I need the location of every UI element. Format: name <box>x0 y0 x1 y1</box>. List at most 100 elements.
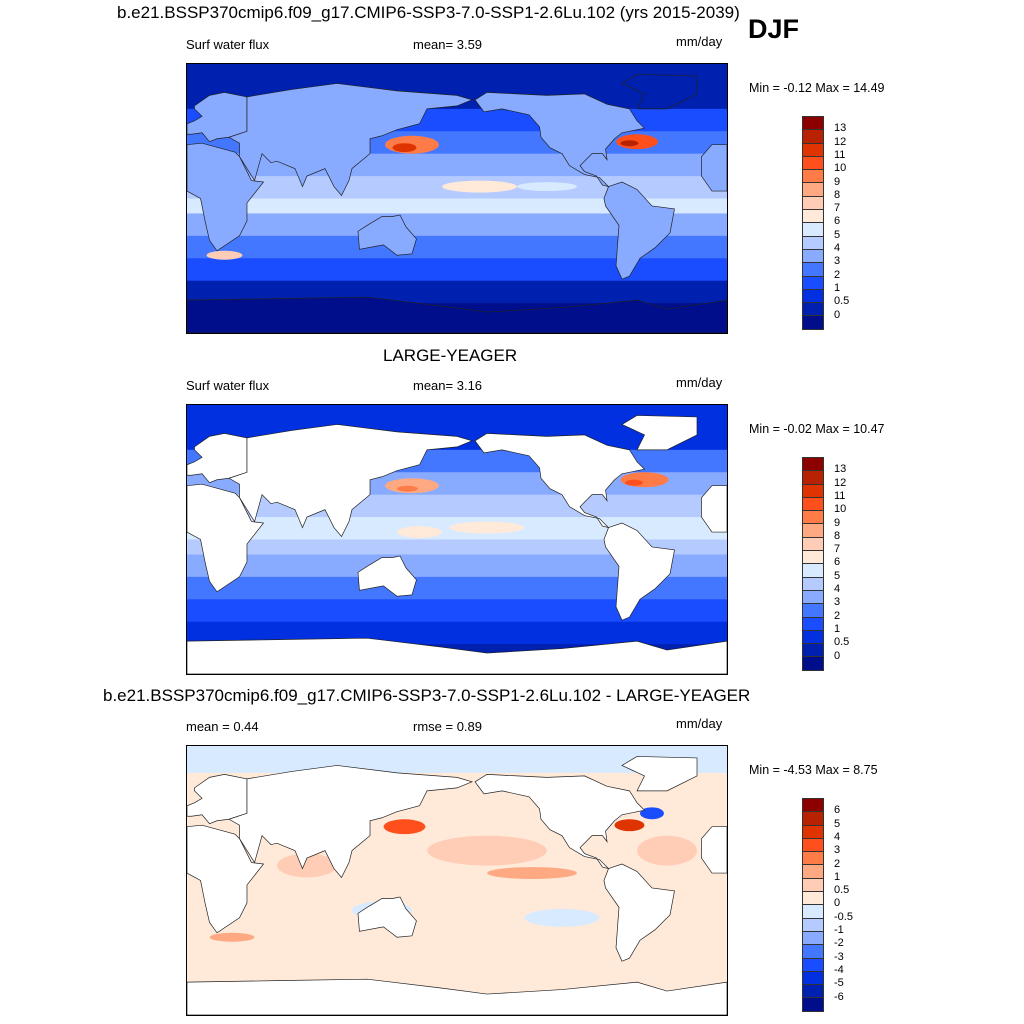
colorbar-label: -5 <box>834 977 844 990</box>
colorbar-box <box>802 864 824 878</box>
map-panel-2 <box>186 404 728 675</box>
contour-patch <box>620 472 669 488</box>
colorbar-label: 6 <box>834 804 841 817</box>
colorbar-box <box>802 496 824 511</box>
colorbar-box <box>802 824 824 838</box>
colorbar-box <box>802 643 824 657</box>
colorbar-box <box>802 904 824 918</box>
colorbar-box <box>802 589 824 604</box>
colorbar-box <box>802 944 824 958</box>
contour-patch <box>637 835 697 866</box>
variable-label: Surf water flux <box>186 37 270 52</box>
colorbar-label: 4 <box>834 830 841 843</box>
colorbar-label: 5 <box>834 228 841 241</box>
contour-patch <box>277 199 337 212</box>
colorbar-box <box>802 811 824 825</box>
colorbar-label: 10 <box>834 162 847 175</box>
units-label: mm/day <box>676 716 723 731</box>
season-label: DJF <box>748 14 800 44</box>
map-plot <box>186 746 728 1016</box>
colorbar-box <box>802 155 824 170</box>
contour-patch <box>277 853 337 878</box>
colorbar-label: 2 <box>834 609 841 622</box>
colorbar-label: -2 <box>834 937 844 950</box>
colorbar-box <box>802 616 824 630</box>
land-europe <box>186 92 248 143</box>
colorbar-label: 0 <box>834 649 841 662</box>
colorbar-box <box>802 851 824 865</box>
colorbar-box <box>802 917 824 931</box>
colorbar-box <box>802 182 824 196</box>
land-asia <box>228 83 474 197</box>
colorbar-box <box>802 550 824 564</box>
map-panel-3 <box>186 745 728 1016</box>
colorbar-label: 2 <box>834 857 841 870</box>
colorbar-box <box>802 629 824 644</box>
colorbar-box <box>802 798 824 812</box>
contour-patch <box>524 908 600 927</box>
land-australia <box>357 214 417 256</box>
colorbar-label: 6 <box>834 556 841 569</box>
colorbar-box <box>802 536 824 551</box>
contour-band <box>187 213 727 237</box>
land-africa <box>186 824 265 934</box>
contour-patch <box>517 182 577 192</box>
colorbar-label: 1 <box>834 622 841 635</box>
colorbar-box <box>802 877 824 892</box>
colorbar-label: 3 <box>834 596 841 609</box>
contour-patch <box>383 819 426 835</box>
colorbar-box <box>802 970 824 985</box>
colorbar-box <box>802 510 824 524</box>
colorbar-box <box>802 930 824 945</box>
contour-patch <box>640 807 664 820</box>
land-africa <box>186 483 265 593</box>
land-europe <box>186 433 248 484</box>
land-greenland <box>621 756 698 792</box>
colorbar-box <box>802 275 824 289</box>
colorbar-box <box>802 523 824 537</box>
colorbar-label: 2 <box>834 268 841 281</box>
colorbar-label: -0.5 <box>834 910 853 923</box>
colorbar-label: 4 <box>834 242 841 254</box>
min-max-label: Min = -0.12 Max = 14.49 <box>749 81 885 95</box>
colorbar-label: 5 <box>834 817 841 830</box>
colorbar-label: 13 <box>834 463 847 476</box>
colorbar-label: 12 <box>834 476 847 489</box>
mean-label: mean= 3.59 <box>413 37 483 52</box>
colorbar-box <box>802 288 824 303</box>
colorbar-box <box>802 656 824 670</box>
colorbar-box <box>802 262 824 276</box>
colorbar-box <box>802 315 824 329</box>
mean-label: mean= 3.16 <box>413 378 483 393</box>
colorbar-box <box>802 195 824 210</box>
min-max-label: Min = -4.53 Max = 8.75 <box>749 763 878 777</box>
contour-patch <box>392 143 417 153</box>
units-label: mm/day <box>676 375 723 390</box>
contour-band <box>187 235 727 259</box>
colorbar-box <box>802 483 824 497</box>
land-namerica <box>474 774 646 870</box>
land-namerica <box>474 433 646 529</box>
panel-title: b.e21.BSSP370cmip6.f09_g17.CMIP6-SSP3-7.… <box>103 686 751 705</box>
land-namerica <box>474 92 646 188</box>
map-plot <box>186 64 728 334</box>
colorbar-box <box>802 302 824 316</box>
colorbar-box <box>802 129 824 143</box>
colorbar-label: 8 <box>834 529 841 542</box>
land-asia <box>228 765 474 879</box>
land-samerica <box>603 522 675 621</box>
colorbar-label: 0.5 <box>834 295 850 308</box>
colorbar-label: 4 <box>834 583 841 595</box>
colorbar-label: 0 <box>834 897 841 910</box>
colorbar-box <box>802 984 824 998</box>
units-label: mm/day <box>676 34 723 49</box>
colorbar-label: 3 <box>834 844 841 857</box>
colorbar-label: 10 <box>834 503 847 516</box>
colorbar-label: 9 <box>834 175 841 188</box>
colorbar-box <box>802 470 824 484</box>
colorbar <box>802 457 824 671</box>
colorbar-label: -6 <box>834 990 844 1003</box>
contour-band <box>187 258 727 282</box>
colorbar-label: 7 <box>834 543 841 556</box>
variable-label: mean = 0.44 <box>186 719 259 734</box>
